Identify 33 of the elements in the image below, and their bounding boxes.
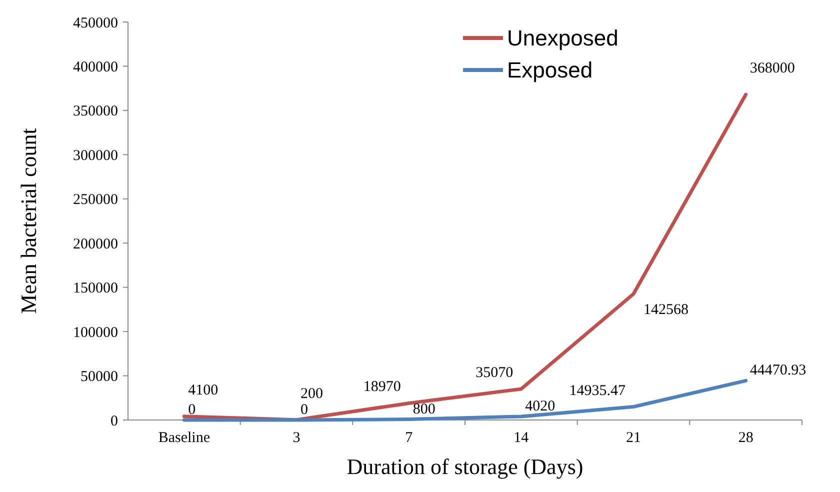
data-label: 142568	[644, 302, 688, 318]
y-tick-label: 250000	[73, 192, 118, 208]
y-tick-label: 150000	[73, 280, 118, 297]
x-tick-label: 21	[626, 430, 641, 446]
x-tick-label: 3	[292, 430, 300, 446]
data-label: 4020	[525, 398, 556, 414]
y-tick-label: 50000	[80, 369, 118, 386]
data-label: 200	[300, 386, 323, 402]
x-tick-label: 14	[514, 430, 530, 446]
line-series	[182, 378, 748, 422]
data-label: 4100	[188, 382, 218, 398]
data-label: 0	[188, 402, 196, 418]
x-tick-label: Baseline	[158, 430, 210, 446]
data-label: 14935.47	[569, 382, 626, 399]
y-tick-label: 350000	[73, 104, 118, 120]
data-label: 44470.93	[750, 362, 806, 379]
x-axis-title: Duration of storage (Days)	[346, 454, 584, 479]
data-label: 0	[300, 402, 308, 418]
legend-label: Unexposed	[507, 26, 618, 51]
y-tick-label: 100000	[73, 324, 118, 341]
y-tick-label: 400000	[73, 59, 118, 76]
data-label: 18970	[363, 379, 401, 396]
data-label: 35070	[476, 364, 514, 381]
x-tick-label: 7	[405, 430, 414, 446]
y-tick-label: 200000	[73, 236, 118, 252]
y-tick-label: 450000	[73, 15, 118, 32]
y-tick-label: 300000	[73, 148, 118, 164]
data-label: 800	[412, 401, 436, 418]
legend-label: Exposed	[507, 58, 593, 83]
x-tick-label: 28	[738, 430, 754, 446]
y-axis-title: Mean bacterial count	[16, 128, 41, 314]
data-label: 368000	[750, 60, 795, 77]
y-tick-label: 0	[110, 413, 118, 430]
